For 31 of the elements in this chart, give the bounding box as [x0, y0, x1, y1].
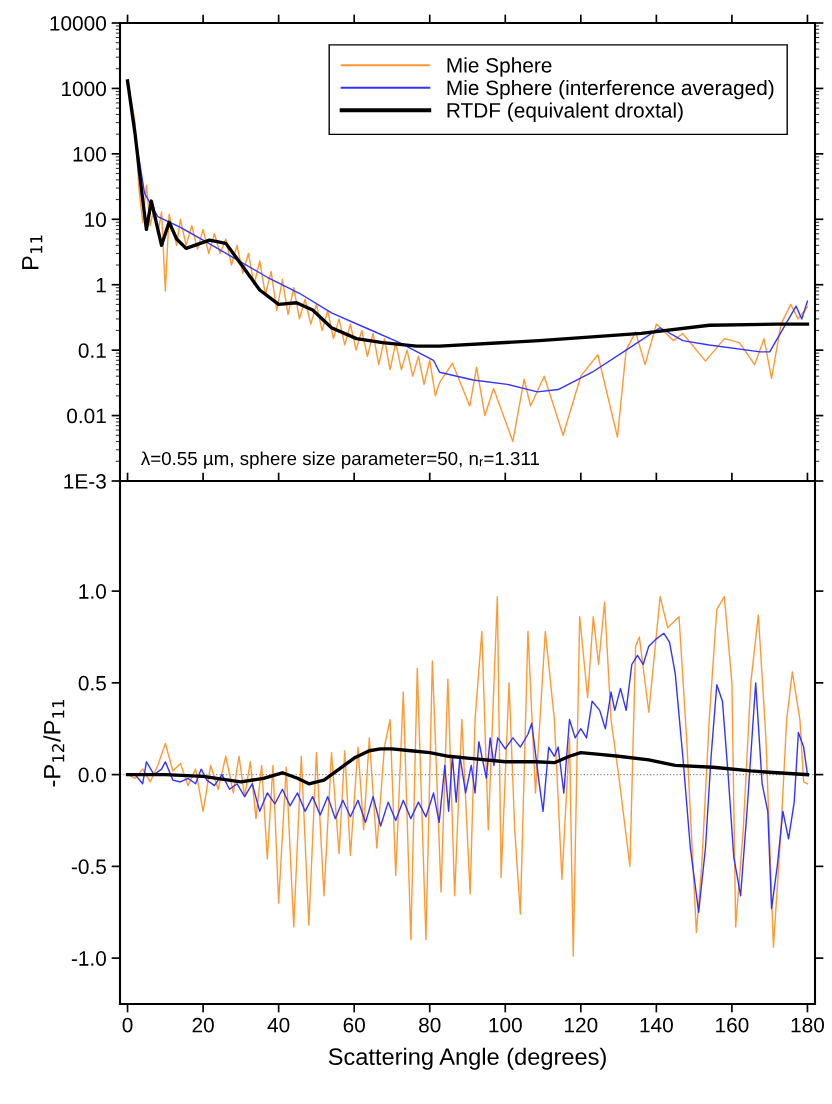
x-tick-label: 120 — [565, 1017, 598, 1033]
y-tick-label: 1.0 — [79, 584, 106, 599]
x-tick-label: 60 — [343, 1017, 365, 1033]
y-tick-label: 10 — [85, 212, 106, 228]
x-tick-label: 140 — [640, 1017, 673, 1033]
y-tick-label: 0.01 — [67, 408, 106, 424]
legend-label: RTDF (equivalent droxtal) — [447, 102, 683, 122]
x-tick-label: 20 — [192, 1017, 214, 1033]
y-tick-label: -1.0 — [71, 951, 106, 966]
y-tick-label: 10000 — [50, 16, 106, 31]
x-tick-label: 40 — [267, 1017, 290, 1033]
y-tick-label: 1000 — [62, 81, 106, 97]
annotation: λ=0.55 µm, sphere size parameter=50, nᵣ=1.311 — [140, 451, 539, 469]
y-tick-label: 1 — [96, 277, 106, 293]
y-axis-title: -P$_{12}$/P$_{11}$ — [43, 699, 65, 787]
y-tick-label: 0.5 — [78, 675, 106, 691]
y-axis-title: P$_{11}$ — [22, 235, 43, 269]
x-tick-label: 100 — [489, 1017, 522, 1033]
y-tick-label: 0.0 — [78, 767, 106, 783]
y-tick-label: 100 — [73, 146, 106, 162]
x-tick-label: 0 — [122, 1017, 133, 1033]
x-tick-label: 180 — [791, 1017, 825, 1033]
y-tick-label: -0.5 — [71, 859, 106, 875]
y-tick-label: 0.1 — [78, 343, 106, 358]
legend-label: Mie Sphere (interference averaged) — [447, 79, 774, 100]
x-axis-title: Scattering Angle (degrees) — [328, 1047, 606, 1070]
legend-label: Mie Sphere — [447, 57, 552, 77]
y-tick-label: 1E-3 — [64, 474, 106, 489]
x-tick-label: 80 — [419, 1017, 441, 1033]
line-series — [125, 747, 810, 786]
x-tick-label: 160 — [716, 1017, 749, 1033]
